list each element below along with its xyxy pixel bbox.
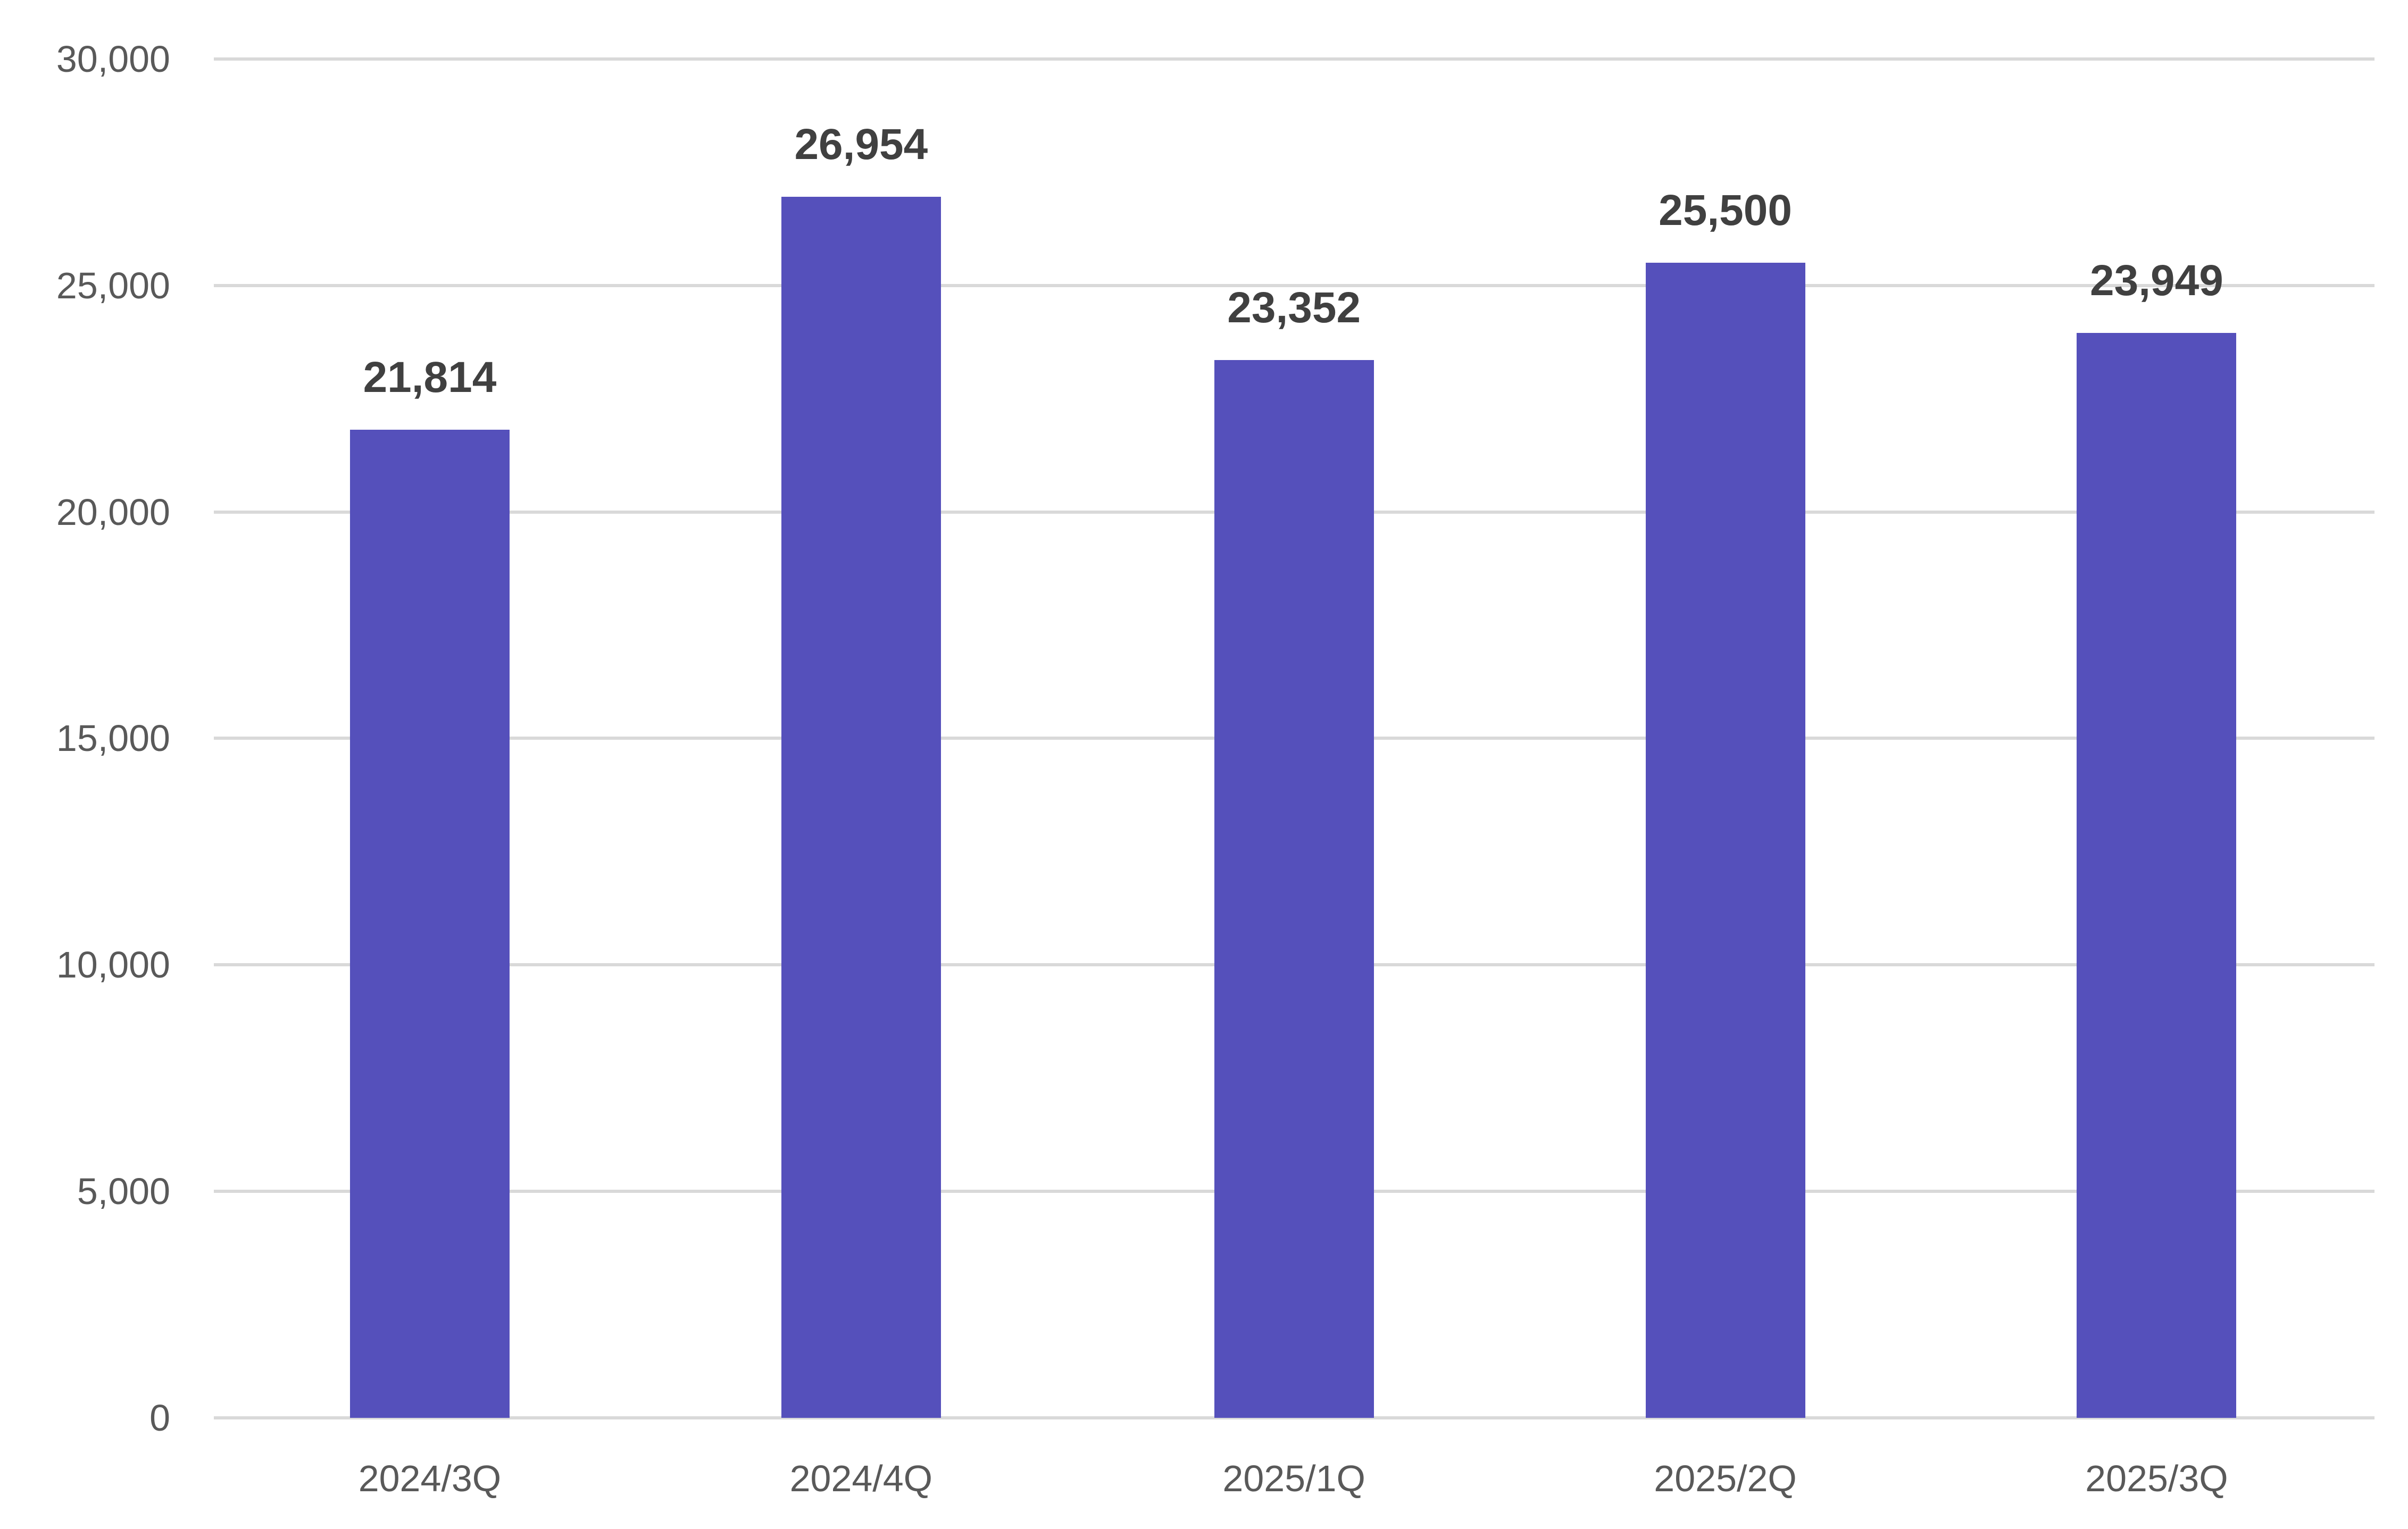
gridline	[214, 1416, 2374, 1420]
x-tick-label: 2024/3Q	[358, 1458, 502, 1499]
bar	[2077, 333, 2237, 1418]
bar	[349, 430, 510, 1418]
gridline	[214, 57, 2374, 61]
x-tick-label: 2025/1Q	[1222, 1458, 1365, 1499]
x-tick-label: 2024/4Q	[789, 1458, 933, 1499]
y-tick-label: 5,000	[77, 1171, 170, 1213]
data-label: 23,352	[1227, 283, 1361, 332]
bar	[1214, 360, 1374, 1418]
bar	[1645, 263, 1805, 1418]
x-tick-label: 2025/3Q	[2085, 1458, 2228, 1499]
y-tick-label: 25,000	[56, 264, 170, 306]
data-label: 21,814	[363, 353, 497, 402]
y-tick-label: 10,000	[56, 944, 170, 986]
bar	[781, 197, 941, 1418]
data-label: 25,500	[1659, 186, 1792, 235]
y-tick-label: 20,000	[56, 491, 170, 533]
x-tick-label: 2025/2Q	[1654, 1458, 1797, 1499]
y-tick-label: 30,000	[56, 38, 170, 80]
y-tick-label: 0	[149, 1397, 170, 1439]
data-label: 26,954	[794, 120, 928, 169]
y-tick-label: 15,000	[56, 717, 170, 759]
data-label: 23,949	[2090, 256, 2223, 305]
gridline	[214, 283, 2374, 287]
